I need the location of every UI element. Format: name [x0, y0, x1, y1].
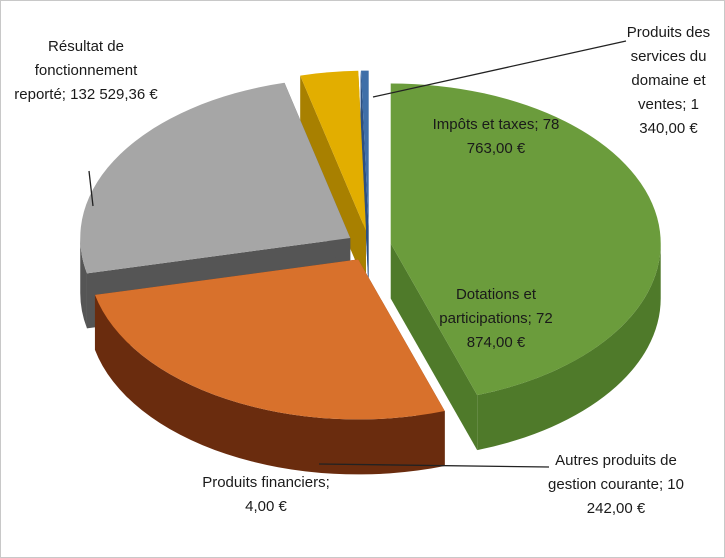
slice: [390, 83, 661, 451]
label-value: 132 529,36 €: [70, 86, 158, 103]
label-name: Impôts et taxes: [432, 116, 535, 133]
label-separator: ;: [658, 476, 664, 493]
slice-top: [360, 70, 369, 231]
label-value: 78 763,00 €: [466, 116, 560, 157]
slice-side: [80, 237, 87, 329]
label-name: Autres produits de gestion courante: [548, 452, 677, 493]
label-separator: ;: [534, 116, 539, 133]
slice-top: [361, 70, 369, 231]
label-separator: ;: [325, 474, 330, 491]
label-value: 1 340,00 €: [639, 96, 699, 137]
label-name: Produits financiers: [202, 474, 326, 491]
label-separator: ;: [527, 310, 532, 327]
data-label: Produits des services du domaine et vent…: [616, 21, 721, 141]
slice: [300, 70, 366, 286]
slice-top: [94, 259, 445, 420]
label-value: 10 242,00 €: [586, 476, 684, 517]
label-name: Résultat de fonctionnement reporté: [14, 38, 138, 103]
slice: [360, 70, 369, 286]
data-label: Autres produits de gestion courante; 10 …: [541, 449, 691, 521]
leader-line: [372, 40, 627, 98]
slice-top: [390, 83, 661, 396]
slice: [94, 259, 445, 475]
leader-line: [88, 170, 94, 207]
label-separator: ;: [682, 96, 687, 113]
slice-side: [94, 294, 445, 475]
slice-side: [477, 243, 661, 451]
label-value: 72 874,00 €: [466, 310, 553, 351]
data-label: Produits financiers; 4,00 €: [191, 471, 341, 519]
label-separator: ;: [61, 86, 66, 103]
label-name: Dotations et participations: [439, 286, 537, 327]
slice-wall: [300, 75, 366, 286]
leader-line: [318, 463, 550, 468]
label-name: Produits des services du domaine et vent…: [626, 24, 711, 113]
data-label: Résultat de fonctionnement reporté; 132 …: [11, 35, 161, 107]
slice-wall: [360, 70, 369, 286]
slice-wall: [390, 243, 478, 451]
slice-top: [300, 70, 366, 231]
data-label: Impôts et taxes; 78 763,00 €: [416, 113, 576, 161]
slice-top: [80, 82, 351, 274]
label-value: 4,00 €: [245, 498, 287, 515]
data-label: Dotations et participations; 72 874,00 €: [426, 283, 566, 355]
